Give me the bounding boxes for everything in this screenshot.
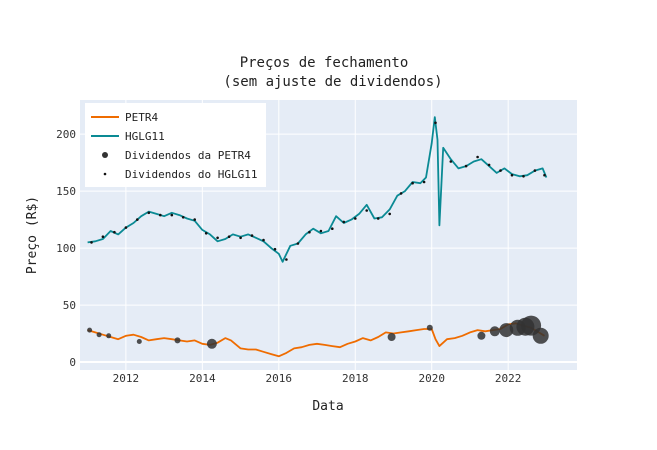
petr4-dividend-point[interactable] <box>426 324 433 331</box>
hglg11-dividend-point[interactable] <box>354 217 357 220</box>
y-tick-label: 0 <box>69 356 76 369</box>
legend[interactable]: PETR4 HGLG11 Dividendos da PETR4 Dividen… <box>85 103 266 187</box>
hglg11-dividend-point[interactable] <box>399 192 403 195</box>
hglg11-dividend-point[interactable] <box>533 169 537 172</box>
y-tick-label: 200 <box>56 128 76 141</box>
x-tick-label: 2016 <box>266 372 293 385</box>
hglg11-dividend-point[interactable] <box>499 169 502 172</box>
hglg11-dividend-point[interactable] <box>113 230 116 234</box>
hglg11-dividend-point[interactable] <box>308 230 311 234</box>
x-tick-label: 2020 <box>418 372 445 385</box>
petr4-dividend-point[interactable] <box>87 327 93 333</box>
hglg11-dividend-point[interactable] <box>90 241 93 244</box>
hglg11-dividend-point[interactable] <box>464 164 468 168</box>
hglg11-dividend-point[interactable] <box>170 213 174 217</box>
series-line-petr4[interactable] <box>87 322 545 358</box>
hglg11-dividend-point[interactable] <box>273 247 277 251</box>
legend-marker-hglg11-dividends <box>103 172 107 176</box>
hglg11-dividend-point[interactable] <box>124 226 128 229</box>
legend-label-hglg11-dividends[interactable]: Dividendos do HGLG11 <box>125 168 257 181</box>
x-tick-label: 2012 <box>113 372 140 385</box>
petr4-dividend-point[interactable] <box>489 326 500 337</box>
hglg11-dividend-point[interactable] <box>487 163 491 167</box>
hglg11-dividend-point[interactable] <box>388 212 392 216</box>
y-tick-labels: 0 50 100 150 200 <box>56 128 76 369</box>
y-tick-label: 50 <box>63 299 76 312</box>
hglg11-dividend-point[interactable] <box>250 234 254 237</box>
hglg11-dividend-point[interactable] <box>342 220 346 224</box>
hglg11-dividend-point[interactable] <box>136 218 139 221</box>
x-tick-label: 2014 <box>189 372 216 385</box>
y-axis-title: Preço (R$) <box>25 196 40 274</box>
x-tick-labels: 2012 2014 2016 2018 2020 2022 <box>113 372 522 385</box>
petr4-dividend-point[interactable] <box>206 338 217 349</box>
x-tick-label: 2022 <box>495 372 522 385</box>
x-axis-title: Data <box>312 399 343 414</box>
petr4-dividend-point[interactable] <box>477 331 486 340</box>
hglg11-dividend-point[interactable] <box>543 173 546 177</box>
petr4-dividend-point[interactable] <box>96 332 102 338</box>
hglg11-dividend-point[interactable] <box>434 121 437 125</box>
x-tick-label: 2018 <box>342 372 369 385</box>
hglg11-dividend-point[interactable] <box>411 181 414 185</box>
hglg11-dividend-point[interactable] <box>422 180 426 184</box>
chart-title-line-1: Preços de fechamento <box>240 55 409 71</box>
series-lines <box>87 116 548 358</box>
legend-label-petr4[interactable]: PETR4 <box>125 111 158 124</box>
petr4-dividend-point[interactable] <box>174 337 181 344</box>
dividend-markers <box>87 121 549 349</box>
hglg11-dividend-point[interactable] <box>376 217 380 220</box>
y-tick-label: 150 <box>56 185 76 198</box>
legend-marker-petr4-dividends <box>102 152 108 158</box>
petr4-dividend-point[interactable] <box>106 333 112 339</box>
hglg11-dividend-point[interactable] <box>239 236 242 240</box>
hglg11-dividend-point[interactable] <box>262 238 265 242</box>
legend-label-petr4-dividends[interactable]: Dividendos da PETR4 <box>125 149 251 162</box>
hglg11-dividend-point[interactable] <box>147 211 151 215</box>
hglg11-dividend-point[interactable] <box>296 242 300 245</box>
hglg11-dividend-point[interactable] <box>331 227 334 230</box>
gridlines <box>80 100 577 370</box>
hglg11-dividend-point[interactable] <box>476 155 479 159</box>
hglg11-dividend-point[interactable] <box>449 160 453 163</box>
petr4-dividend-point[interactable] <box>532 327 549 344</box>
hglg11-dividend-point[interactable] <box>159 213 162 217</box>
hglg11-dividend-point[interactable] <box>510 173 514 177</box>
petr4-dividend-point[interactable] <box>387 333 396 341</box>
y-tick-label: 100 <box>56 242 76 255</box>
hglg11-dividend-point[interactable] <box>285 258 288 261</box>
hglg11-dividend-point[interactable] <box>216 236 219 240</box>
petr4-dividend-point[interactable] <box>136 339 142 344</box>
chart-title-line-2: (sem ajuste de dividendos) <box>223 74 442 90</box>
series-line-hglg11[interactable] <box>87 116 548 263</box>
hglg11-dividend-point[interactable] <box>193 218 196 221</box>
hglg11-dividend-point[interactable] <box>101 235 105 238</box>
hglg11-dividend-point[interactable] <box>181 216 185 219</box>
hglg11-dividend-point[interactable] <box>365 209 369 212</box>
hglg11-dividend-point[interactable] <box>319 229 323 233</box>
hglg11-dividend-point[interactable] <box>522 175 525 178</box>
hglg11-dividend-point[interactable] <box>204 232 208 235</box>
hglg11-dividend-point[interactable] <box>227 235 231 238</box>
legend-label-hglg11[interactable]: HGLG11 <box>125 130 165 143</box>
